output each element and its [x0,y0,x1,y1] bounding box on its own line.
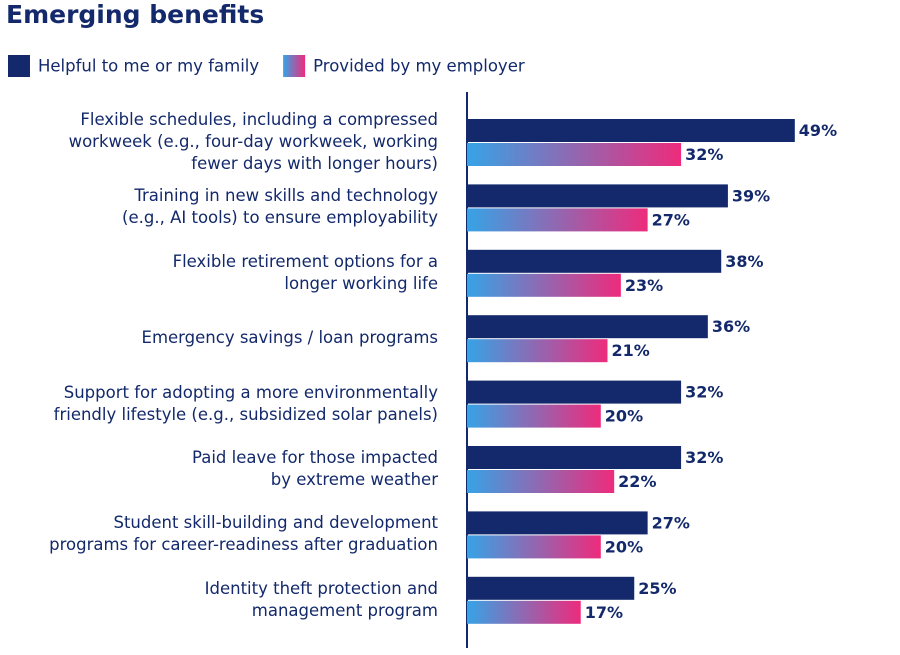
bar [467,404,601,428]
bar [467,535,601,559]
category-label: Emergency savings / loan programs [141,328,438,348]
category-label: Flexible schedules, including a compress… [68,110,438,173]
value-label: 20% [605,537,643,556]
value-label: 23% [625,276,663,295]
bar [467,511,648,535]
value-label: 27% [652,210,690,229]
bar [467,339,608,363]
bar [467,380,682,404]
bar [467,470,615,493]
value-label: 25% [638,579,676,598]
chart-title: Emerging benefits [6,0,264,29]
bar [467,119,795,142]
value-label: 21% [611,341,649,360]
bar [467,184,728,208]
category-label: Support for adopting a more environmenta… [53,382,438,424]
legend-label: Provided by my employer [313,57,525,76]
bar [467,446,682,469]
legend-swatch [8,55,30,77]
bar [467,208,648,232]
category-label: Flexible retirement options for a longer… [172,251,438,293]
value-label: 38% [725,252,763,271]
bar [467,273,621,297]
value-label: 32% [685,145,723,164]
category-label: Training in new skills and technology (e… [122,186,438,228]
bar [467,143,682,166]
bar [467,249,722,273]
legend-label: Helpful to me or my family [38,57,259,76]
legend-swatch [283,55,306,77]
value-label: 27% [652,513,690,532]
bar [467,600,581,624]
bar [467,576,635,600]
value-label: 49% [799,121,837,140]
value-label: 17% [585,603,623,622]
value-label: 36% [712,317,750,336]
value-label: 32% [685,383,723,402]
category-label: Identity theft protection and management… [204,578,438,620]
category-label: Student skill-building and development p… [49,513,438,555]
value-label: 22% [618,472,656,491]
value-label: 39% [732,186,770,205]
value-label: 20% [605,407,643,426]
bar [467,315,708,339]
value-label: 32% [685,448,723,467]
category-label: Paid leave for those impacted by extreme… [192,448,438,489]
